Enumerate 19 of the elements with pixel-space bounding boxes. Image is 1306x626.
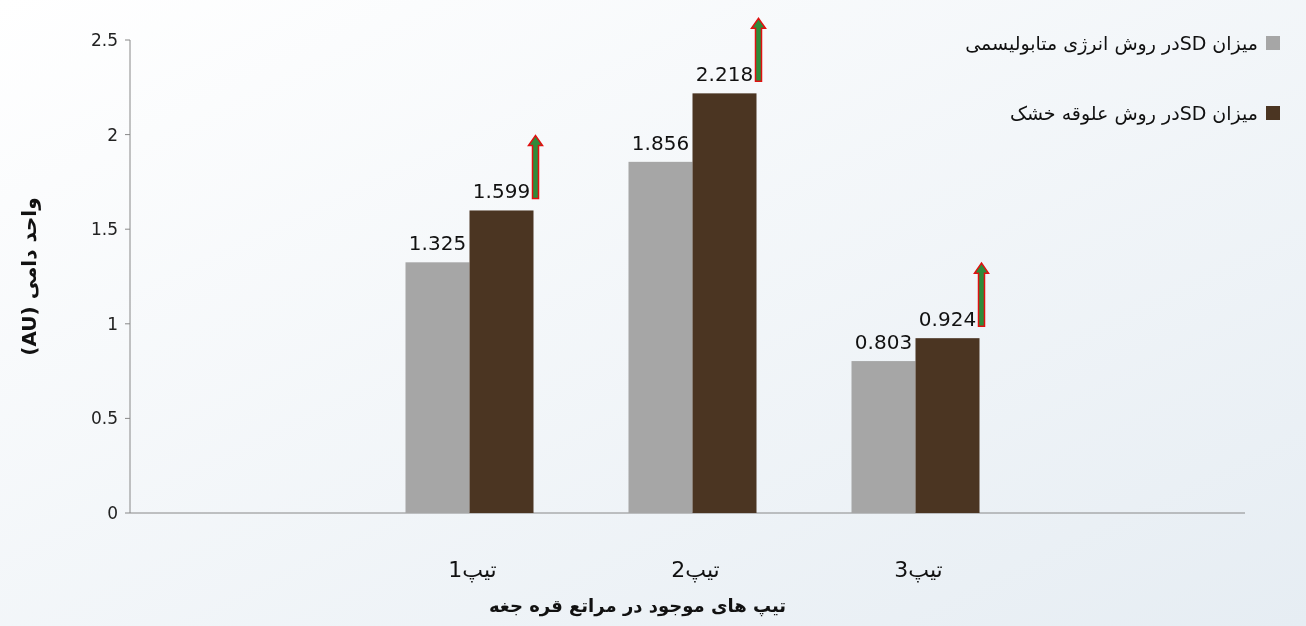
y-tick-label: 0 [107,503,118,523]
x-axis-title: تیپ های موجود در مراتع قره جغه [488,595,787,617]
y-tick-label: 2.5 [90,30,118,50]
data-label: 1.325 [408,231,467,256]
data-label: 0.924 [918,307,977,332]
legend-label: میزان SDدر روش علوقه خشک [1009,102,1258,125]
y-tick-label: 1.5 [90,219,118,240]
legend-label: میزان SDدر روش انرژی متابولیسمی [965,32,1258,55]
data-label: 0.803 [854,330,913,355]
x-tick-label: تیپ1 [448,557,497,583]
y-tick-label: 1 [107,313,118,334]
data-label: 2.218 [695,62,754,87]
y-axis-title: واحد دامی (AU) [17,197,41,356]
data-label: 1.599 [472,179,531,204]
y-tick-label: 0.5 [90,408,118,429]
x-tick-label: تیپ3 [894,557,943,583]
x-tick-label: تیپ2 [671,557,720,583]
y-tick-label: 2 [107,124,118,145]
data-label: 1.856 [631,130,690,155]
